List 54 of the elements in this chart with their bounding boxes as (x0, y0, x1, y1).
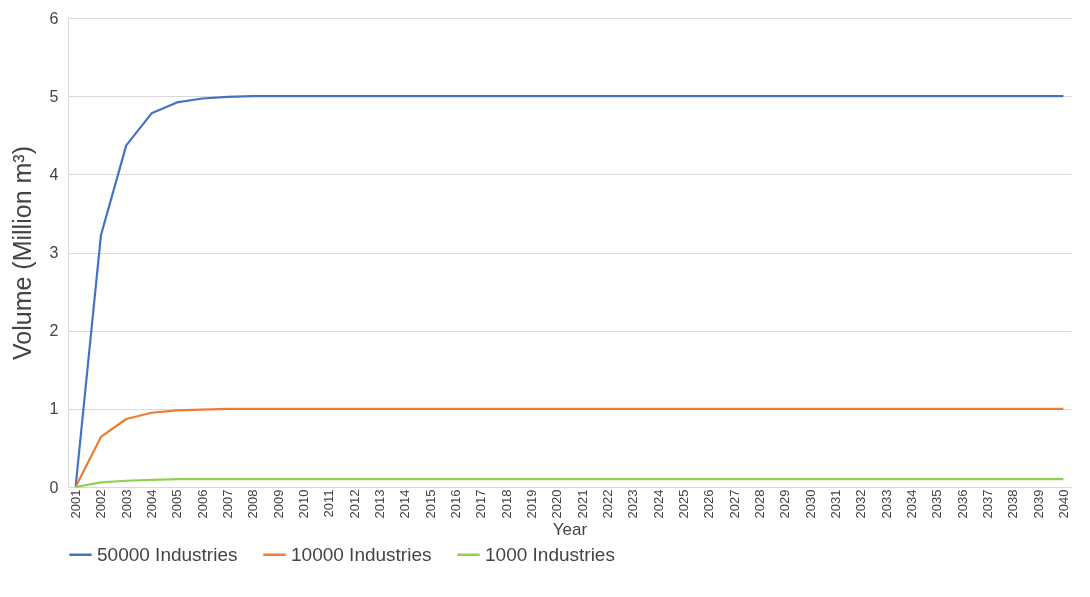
y-tick-label: 2 (49, 322, 59, 340)
x-tick-label: 2020 (549, 489, 565, 519)
x-tick-label: 2032 (853, 489, 869, 519)
x-tick-label: 2029 (777, 489, 793, 519)
x-tick-label: 2022 (599, 489, 615, 519)
x-tick-label: 2003 (118, 489, 134, 519)
x-tick-label: 2006 (194, 489, 210, 519)
x-tick-label: 2040 (1055, 489, 1071, 519)
y-tick-label: 1 (49, 400, 59, 418)
legend-label: 50000 Industries (97, 543, 238, 565)
x-tick-label: 2030 (802, 489, 818, 519)
x-tick-label: 2013 (372, 489, 388, 519)
line-series (74, 478, 1065, 489)
x-tick-label: 2031 (827, 489, 843, 519)
x-tick-label: 2025 (675, 489, 691, 519)
x-tick-label: 2024 (650, 489, 666, 519)
x-tick-label: 2026 (701, 489, 717, 519)
x-tick-label: 2012 (346, 489, 362, 519)
x-tick-label: 2016 (448, 489, 464, 519)
x-tick-label: 2001 (68, 489, 84, 519)
x-tick-label: 2014 (397, 489, 413, 519)
x-tick-label: 2023 (625, 489, 641, 519)
x-tick-label: 2017 (473, 489, 489, 519)
y-tick-label: 3 (49, 244, 59, 261)
x-tick-label: 2011 (321, 489, 337, 518)
y-tick-label: 0 (49, 478, 59, 496)
line-series (74, 407, 1065, 489)
x-tick-label: 2027 (726, 489, 742, 519)
x-tick-label: 2035 (929, 489, 945, 519)
x-tick-label: 2010 (296, 489, 312, 519)
y-tick-label: 6 (49, 9, 59, 27)
legend-label: 10000 Industries (291, 543, 432, 565)
x-tick-label: 2002 (93, 489, 109, 519)
x-tick-label: 2019 (524, 489, 540, 519)
x-tick-label: 2009 (270, 489, 286, 519)
x-tick-label: 2005 (169, 489, 185, 519)
x-tick-label: 2038 (1005, 489, 1021, 519)
legend-label: 1000 Industries (485, 543, 615, 565)
x-tick-label: 2028 (751, 489, 767, 519)
x-tick-label: 2021 (574, 489, 590, 519)
x-tick-label: 2008 (245, 489, 261, 519)
y-tick-label: 4 (49, 165, 59, 183)
x-tick-label: 2033 (878, 489, 894, 519)
x-tick-label: 2039 (1030, 489, 1046, 519)
x-tick-label: 2034 (903, 489, 919, 519)
y-axis-title: Volume (Million m³) (7, 146, 36, 360)
x-tick-label: 2007 (220, 489, 236, 519)
x-tick-label: 2036 (954, 489, 970, 519)
x-tick-label: 2015 (422, 489, 438, 519)
x-axis-title: Year (552, 520, 588, 540)
x-tick-label: 2004 (144, 489, 160, 519)
x-tick-label: 2018 (498, 489, 514, 519)
x-tick-label: 2037 (979, 489, 995, 519)
y-tick-label: 5 (49, 87, 59, 105)
